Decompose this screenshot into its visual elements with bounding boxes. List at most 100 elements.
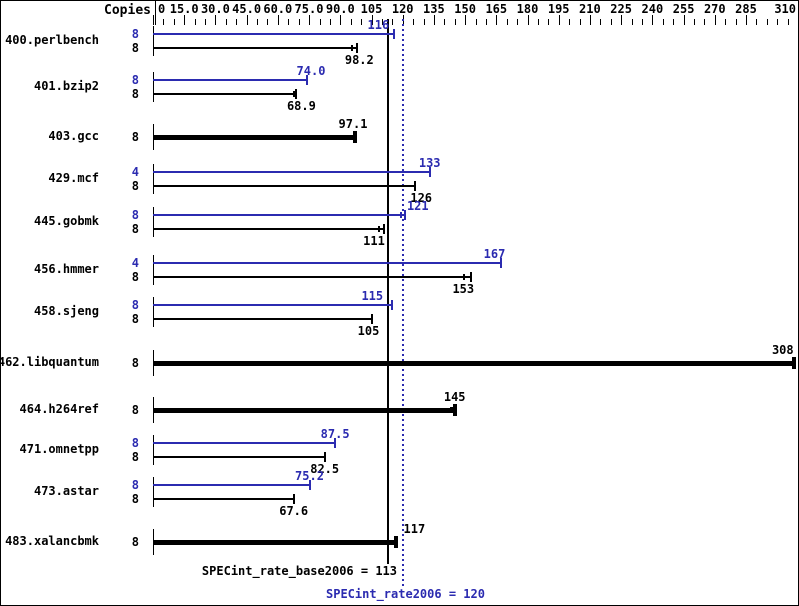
- axis-tick-label: 120: [391, 2, 414, 16]
- base-bar: [153, 93, 297, 95]
- axis-tick-label: 0: [158, 2, 166, 16]
- benchmark-label: 456.hmmer: [33, 262, 99, 276]
- axis-major-tick: [714, 15, 716, 25]
- axis-minor-tick: [694, 19, 695, 25]
- bar-value-label: 111: [363, 234, 385, 248]
- bar-value-label: 82.5: [310, 462, 340, 476]
- axis-minor-tick: [298, 19, 300, 25]
- bar-end-cap: [295, 89, 298, 99]
- benchmark-label: 429.mcf: [48, 171, 99, 185]
- benchmark-label: 471.omnetpp: [19, 442, 99, 456]
- bar-value-label: 117: [403, 522, 426, 536]
- bar-value-label: 75.2: [295, 469, 324, 483]
- header-divider: [155, 1, 156, 25]
- axis-major-tick: [589, 15, 591, 25]
- axis-tick-label: 210: [579, 2, 601, 16]
- axis-major-tick: [153, 15, 154, 25]
- bar-end-cap: [791, 357, 796, 369]
- axis-minor-tick: [537, 19, 539, 25]
- benchmark-label: 464.h264ref: [19, 402, 99, 416]
- copies-value: 8: [131, 403, 139, 417]
- copies-header-label: Copies: [104, 3, 151, 18]
- base-bar: [153, 318, 372, 320]
- copies-value: 8: [131, 41, 139, 55]
- axis-minor-tick: [350, 19, 352, 25]
- bar-value-label: 105: [357, 324, 380, 338]
- bar-end-cap: [391, 300, 394, 310]
- axis-minor-tick: [392, 19, 394, 25]
- run-result-tick: [350, 45, 353, 51]
- axis-major-tick: [683, 15, 685, 25]
- copies-value: 8: [131, 73, 139, 87]
- axis-tick-label: 150: [454, 2, 476, 16]
- axis-tick-label: 180: [516, 2, 539, 16]
- bar-value-label: 145: [443, 390, 466, 404]
- peak-result-label: SPECint_rate2006 = 120: [326, 587, 485, 601]
- peak-bar: [153, 304, 393, 306]
- axis-tick-label: 15.0: [169, 2, 199, 16]
- base-bar: [153, 361, 794, 366]
- group-axis-segment: [153, 297, 154, 327]
- axis-major-tick: [309, 15, 310, 25]
- peak-bar: [153, 262, 501, 264]
- run-result-tick: [378, 226, 380, 232]
- peak-bar: [153, 171, 430, 173]
- axis-minor-tick: [662, 19, 664, 25]
- copies-value: 8: [131, 312, 139, 326]
- axis-minor-tick: [704, 19, 706, 25]
- axis-major-tick: [371, 15, 373, 25]
- bar-value-label: 98.2: [344, 53, 374, 67]
- axis-major-tick: [746, 15, 747, 25]
- bar-value-label: 167: [483, 247, 506, 261]
- axis-minor-tick: [642, 19, 643, 25]
- copies-value: 8: [131, 270, 139, 284]
- bar-end-cap: [292, 494, 295, 504]
- axis-tick-label: 255: [672, 2, 695, 16]
- benchmark-label: 401.bzip2: [33, 79, 99, 93]
- copies-value: 8: [131, 535, 139, 549]
- axis-major-tick: [433, 15, 435, 25]
- axis-major-tick: [465, 15, 467, 25]
- bar-end-cap: [370, 314, 373, 324]
- bar-value-label: 133: [418, 156, 441, 170]
- run-result-tick: [463, 274, 466, 280]
- axis-minor-tick: [756, 19, 758, 25]
- group-axis-segment: [153, 435, 154, 465]
- base-bar: [153, 228, 384, 230]
- bar-end-cap: [323, 452, 326, 462]
- axis-tick-label: 195: [547, 2, 570, 16]
- group-axis-segment: [153, 255, 154, 285]
- axis-minor-tick: [361, 19, 363, 25]
- group-axis-segment: [153, 26, 154, 56]
- axis-minor-tick: [777, 19, 779, 25]
- copies-value: 4: [131, 256, 139, 270]
- bar-end-cap: [308, 480, 311, 490]
- bar-value-label: 67.6: [279, 504, 309, 518]
- benchmark-label: 473.astar: [33, 484, 99, 498]
- copies-value: 8: [131, 27, 139, 41]
- axis-major-tick: [652, 15, 654, 25]
- axis-minor-tick: [444, 19, 446, 25]
- axis-minor-tick: [163, 19, 165, 25]
- axis-tick-label: 30.0: [200, 2, 230, 16]
- peak-bar: [153, 33, 395, 35]
- axis-minor-tick: [454, 19, 456, 25]
- axis-tick-label: 165: [485, 2, 508, 16]
- bar-end-cap: [499, 258, 502, 268]
- bar-end-cap: [414, 181, 417, 191]
- ref-line-peak-mean: [401, 19, 404, 586]
- base-result-label: SPECint_rate_base2006 = 113: [201, 564, 397, 578]
- base-bar: [153, 540, 397, 545]
- peak-bar: [153, 442, 336, 444]
- bar-end-cap: [394, 536, 399, 548]
- axis-minor-tick: [257, 19, 258, 25]
- axis-major-tick: [340, 15, 342, 25]
- copies-value: 8: [131, 478, 139, 492]
- axis-minor-tick: [735, 19, 737, 25]
- axis-minor-tick: [725, 19, 727, 25]
- bar-end-cap: [452, 404, 457, 416]
- benchmark-label: 400.perlbench: [5, 33, 99, 47]
- axis-major-tick: [621, 15, 623, 25]
- copies-value: 4: [131, 165, 139, 179]
